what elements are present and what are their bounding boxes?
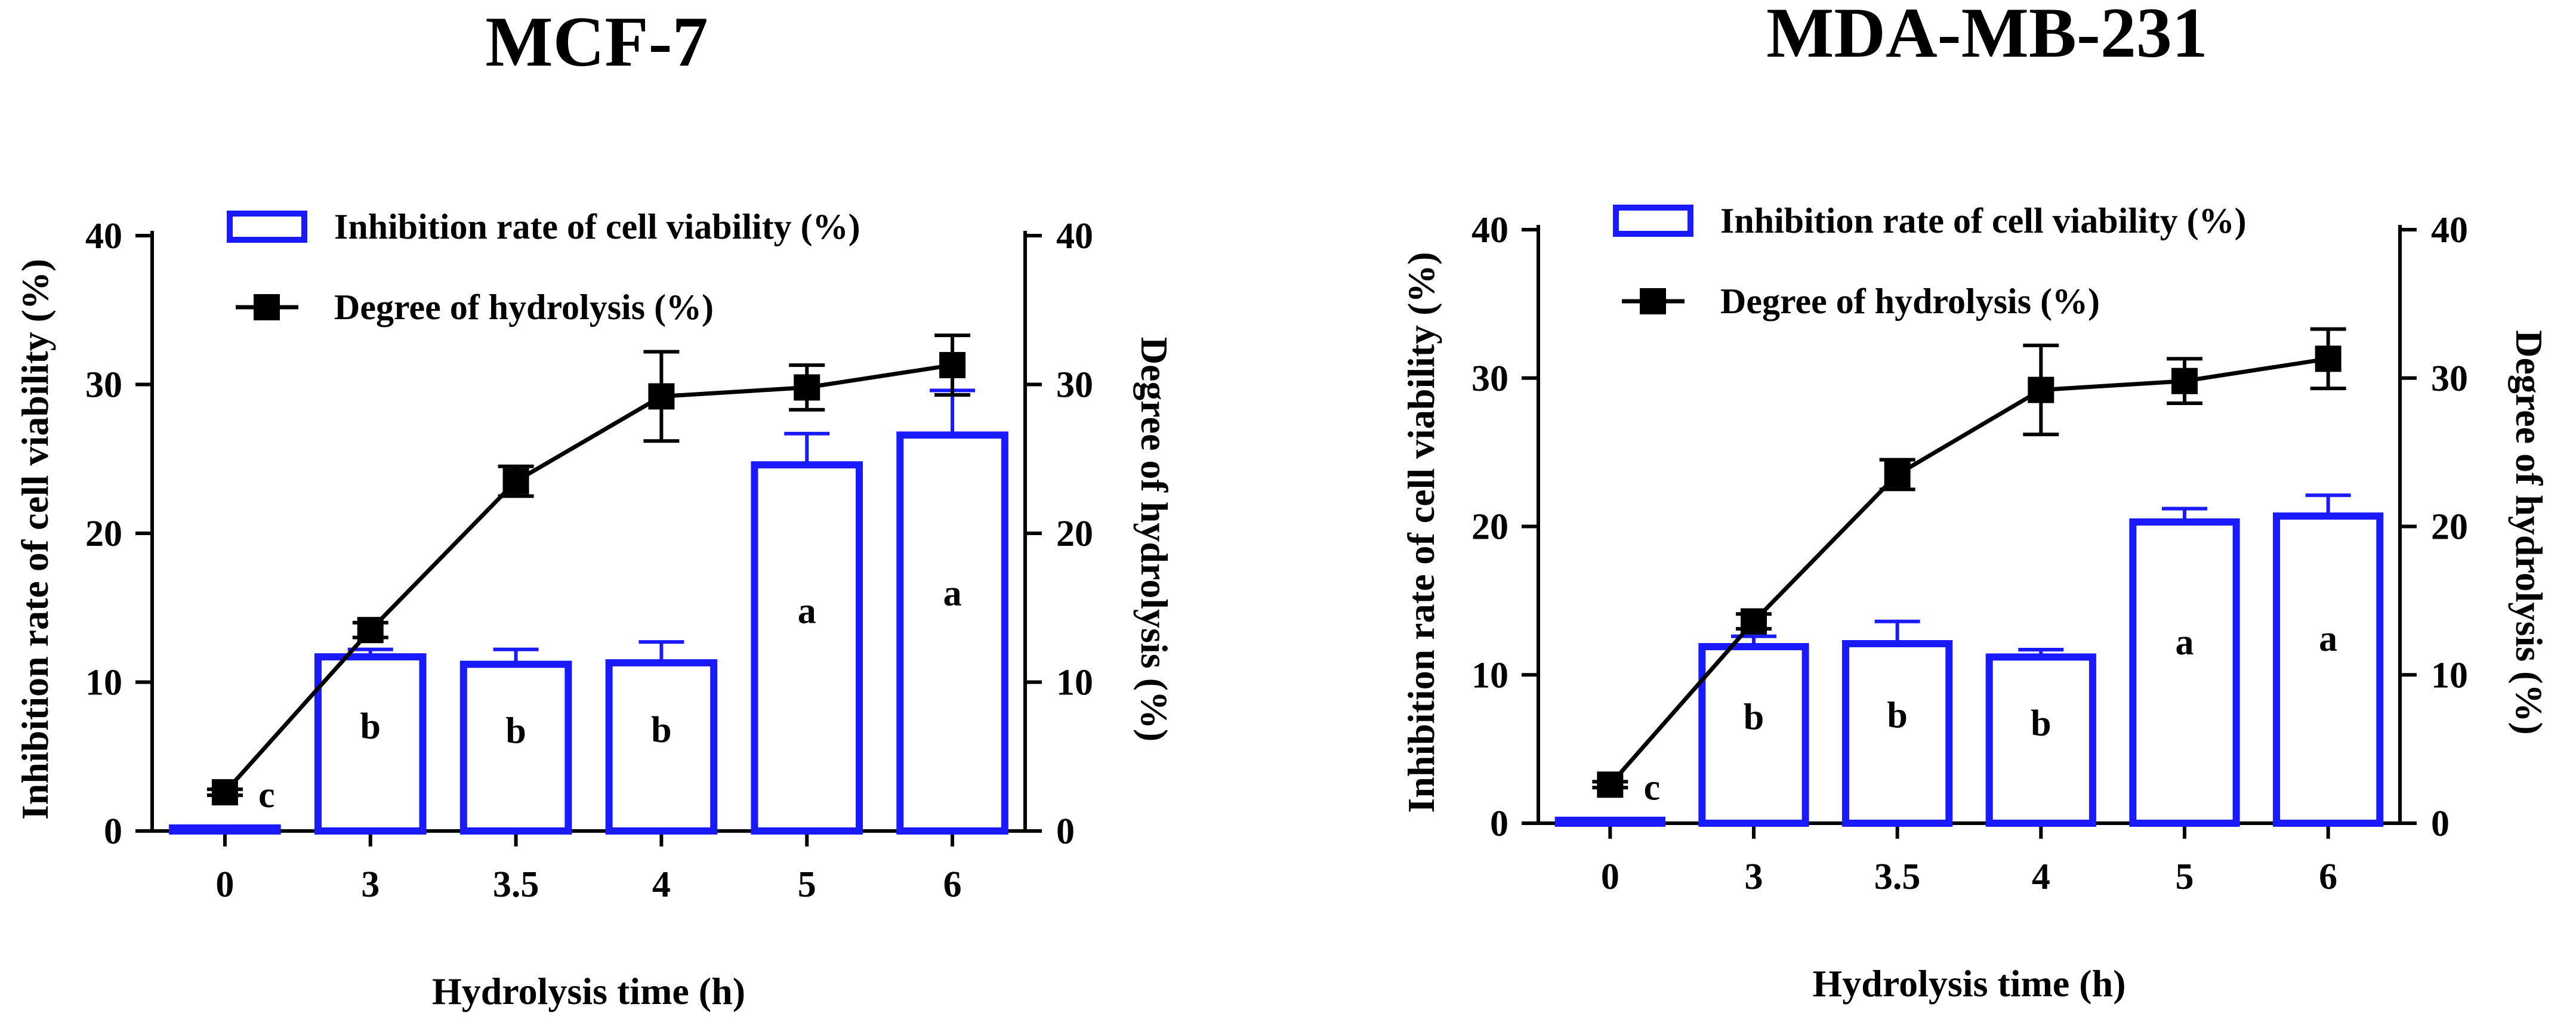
chart1-bar-label: a xyxy=(943,573,962,614)
chart2-x-tick-label: 4 xyxy=(2032,857,2050,897)
chart1-legend-line-marker xyxy=(254,294,280,320)
chart1-bar xyxy=(896,431,1008,835)
chart1-bar xyxy=(605,659,718,835)
chart1-line-point xyxy=(794,374,820,401)
chart1-line-point xyxy=(502,468,529,495)
chart2-x-tick-label: 3.5 xyxy=(1874,857,1921,897)
chart2-bar-label: b xyxy=(2031,703,2051,744)
chart1-x-axis-title: Hydrolysis time (h) xyxy=(432,970,745,1012)
chart1-legend-line-text: Degree of hydrolysis (%) xyxy=(334,288,714,327)
chart2-line-point xyxy=(1741,608,1767,635)
chart2-bar-label: b xyxy=(1744,697,1764,737)
chart2-bar xyxy=(2129,518,2240,827)
chart1-title: MCF-7 xyxy=(485,2,708,81)
chart-panel-1: MCF-7 0 0 10 10 20 20 30 30 40 40 0 3 3.5 4 5 6 c b b b a a Inh… xyxy=(14,2,1176,1012)
chart1-right-tick-label: 20 xyxy=(1056,514,1093,554)
chart2-right-tick-label: 0 xyxy=(2431,804,2449,844)
chart2-bar-label: b xyxy=(1887,695,1907,736)
chart2-bar xyxy=(2273,512,2384,827)
chart1-line-point xyxy=(211,779,238,806)
chart1-left-tick-label: 40 xyxy=(85,216,122,257)
chart2-y-axis-title-right: Degree of hydrolysis (%) xyxy=(2508,330,2550,734)
chart2-x-tick-label: 3 xyxy=(1745,857,1763,897)
chart1-right-tick-label: 30 xyxy=(1056,365,1093,406)
chart1-x-tick-label: 6 xyxy=(943,864,962,905)
chart2-line-point xyxy=(2315,345,2341,372)
chart2-bar-label: a xyxy=(2176,622,2194,663)
chart2-bar xyxy=(1698,642,1809,827)
chart2-x-tick-label: 6 xyxy=(2319,857,2337,897)
chart2-left-tick-label: 0 xyxy=(1490,804,1508,844)
chart1-x-tick-label: 3.5 xyxy=(493,864,539,905)
chart2-right-tick-label: 10 xyxy=(2431,655,2468,696)
chart1-left-tick-label: 30 xyxy=(85,365,122,406)
chart2-bar-label: c xyxy=(1644,767,1661,808)
chart2-bar xyxy=(1842,640,1953,827)
chart2-bar xyxy=(1554,817,1665,827)
chart1-legend-bar-swatch xyxy=(227,211,307,243)
chart2-left-tick-label: 30 xyxy=(1471,359,1508,399)
chart2-legend-bar-swatch xyxy=(1613,205,1693,237)
chart2-line-series xyxy=(1608,356,2329,786)
chart2-left-tick-label: 20 xyxy=(1471,507,1508,548)
chart2-legend-bar-text: Inhibition rate of cell viability (%) xyxy=(1720,201,2247,240)
chart2-left-tick-label: 10 xyxy=(1471,655,1508,696)
chart1-bar xyxy=(169,824,281,835)
chart1-line-point xyxy=(939,352,966,379)
chart1-right-tick-label: 10 xyxy=(1056,663,1093,703)
chart2-x-tick-label: 5 xyxy=(2176,857,2194,897)
chart1-x-tick-label: 0 xyxy=(215,864,234,905)
chart1-left-tick-label: 10 xyxy=(85,663,122,703)
chart2-x-tick-label: 0 xyxy=(1601,857,1619,897)
chart1-bar-label: b xyxy=(505,710,526,751)
chart2-bar-label: a xyxy=(2319,619,2337,659)
chart1-x-tick-label: 5 xyxy=(798,864,816,905)
chart1-right-tick-label: 40 xyxy=(1056,216,1093,257)
chart1-x-tick-label: 4 xyxy=(652,864,671,905)
chart1-bar xyxy=(314,653,427,835)
chart2-title: MDA-MB-231 xyxy=(1766,0,2208,72)
chart1-left-tick-label: 20 xyxy=(85,514,122,554)
chart2-left-tick-label: 40 xyxy=(1471,210,1508,251)
chart2-line-point xyxy=(1884,461,1911,488)
chart2-bar xyxy=(1985,653,2096,827)
chart2-legend-line-marker xyxy=(1640,288,1666,314)
chart1-bar-label: b xyxy=(360,706,381,747)
chart1-bar-label: b xyxy=(651,710,671,750)
chart2-right-tick-label: 40 xyxy=(2431,210,2468,251)
chart1-y-axis-title-right: Degree of hydrolysis (%) xyxy=(1133,337,1176,742)
chart1-line-point xyxy=(648,383,675,410)
chart1-line-point xyxy=(357,617,384,644)
chart2-right-tick-label: 20 xyxy=(2431,507,2468,548)
chart2-y-axis-title-left: Inhibition rate of cell viability (%) xyxy=(1400,252,1442,812)
chart2-line-point xyxy=(2028,376,2054,403)
chart1-y-axis-title-left: Inhibition rate of cell viability (%) xyxy=(14,259,56,820)
chart2-line-point xyxy=(2171,367,2198,394)
chart1-legend-bar-text: Inhibition rate of cell viability (%) xyxy=(334,207,860,246)
chart2-line-point xyxy=(1597,771,1624,798)
chart2-x-axis-title: Hydrolysis time (h) xyxy=(1812,962,2125,1005)
chart1-bar-label: c xyxy=(258,775,275,815)
chart2-legend-line-text: Degree of hydrolysis (%) xyxy=(1720,282,2100,321)
chart1-bar-label: a xyxy=(798,591,816,632)
chart1-bar xyxy=(459,660,572,835)
chart2-right-tick-label: 30 xyxy=(2431,359,2468,399)
chart1-x-tick-label: 3 xyxy=(361,864,380,905)
chart-panel-2: MDA-MB-231 0 0 10 10 20 20 30 30 40 40 0 3 3.5 4 5 6 c b b b… xyxy=(1400,0,2550,1005)
chart1-right-tick-label: 0 xyxy=(1056,811,1075,852)
chart1-left-tick-label: 0 xyxy=(104,811,122,852)
chart1-line-series xyxy=(223,363,953,794)
chart1-bar xyxy=(751,461,863,835)
